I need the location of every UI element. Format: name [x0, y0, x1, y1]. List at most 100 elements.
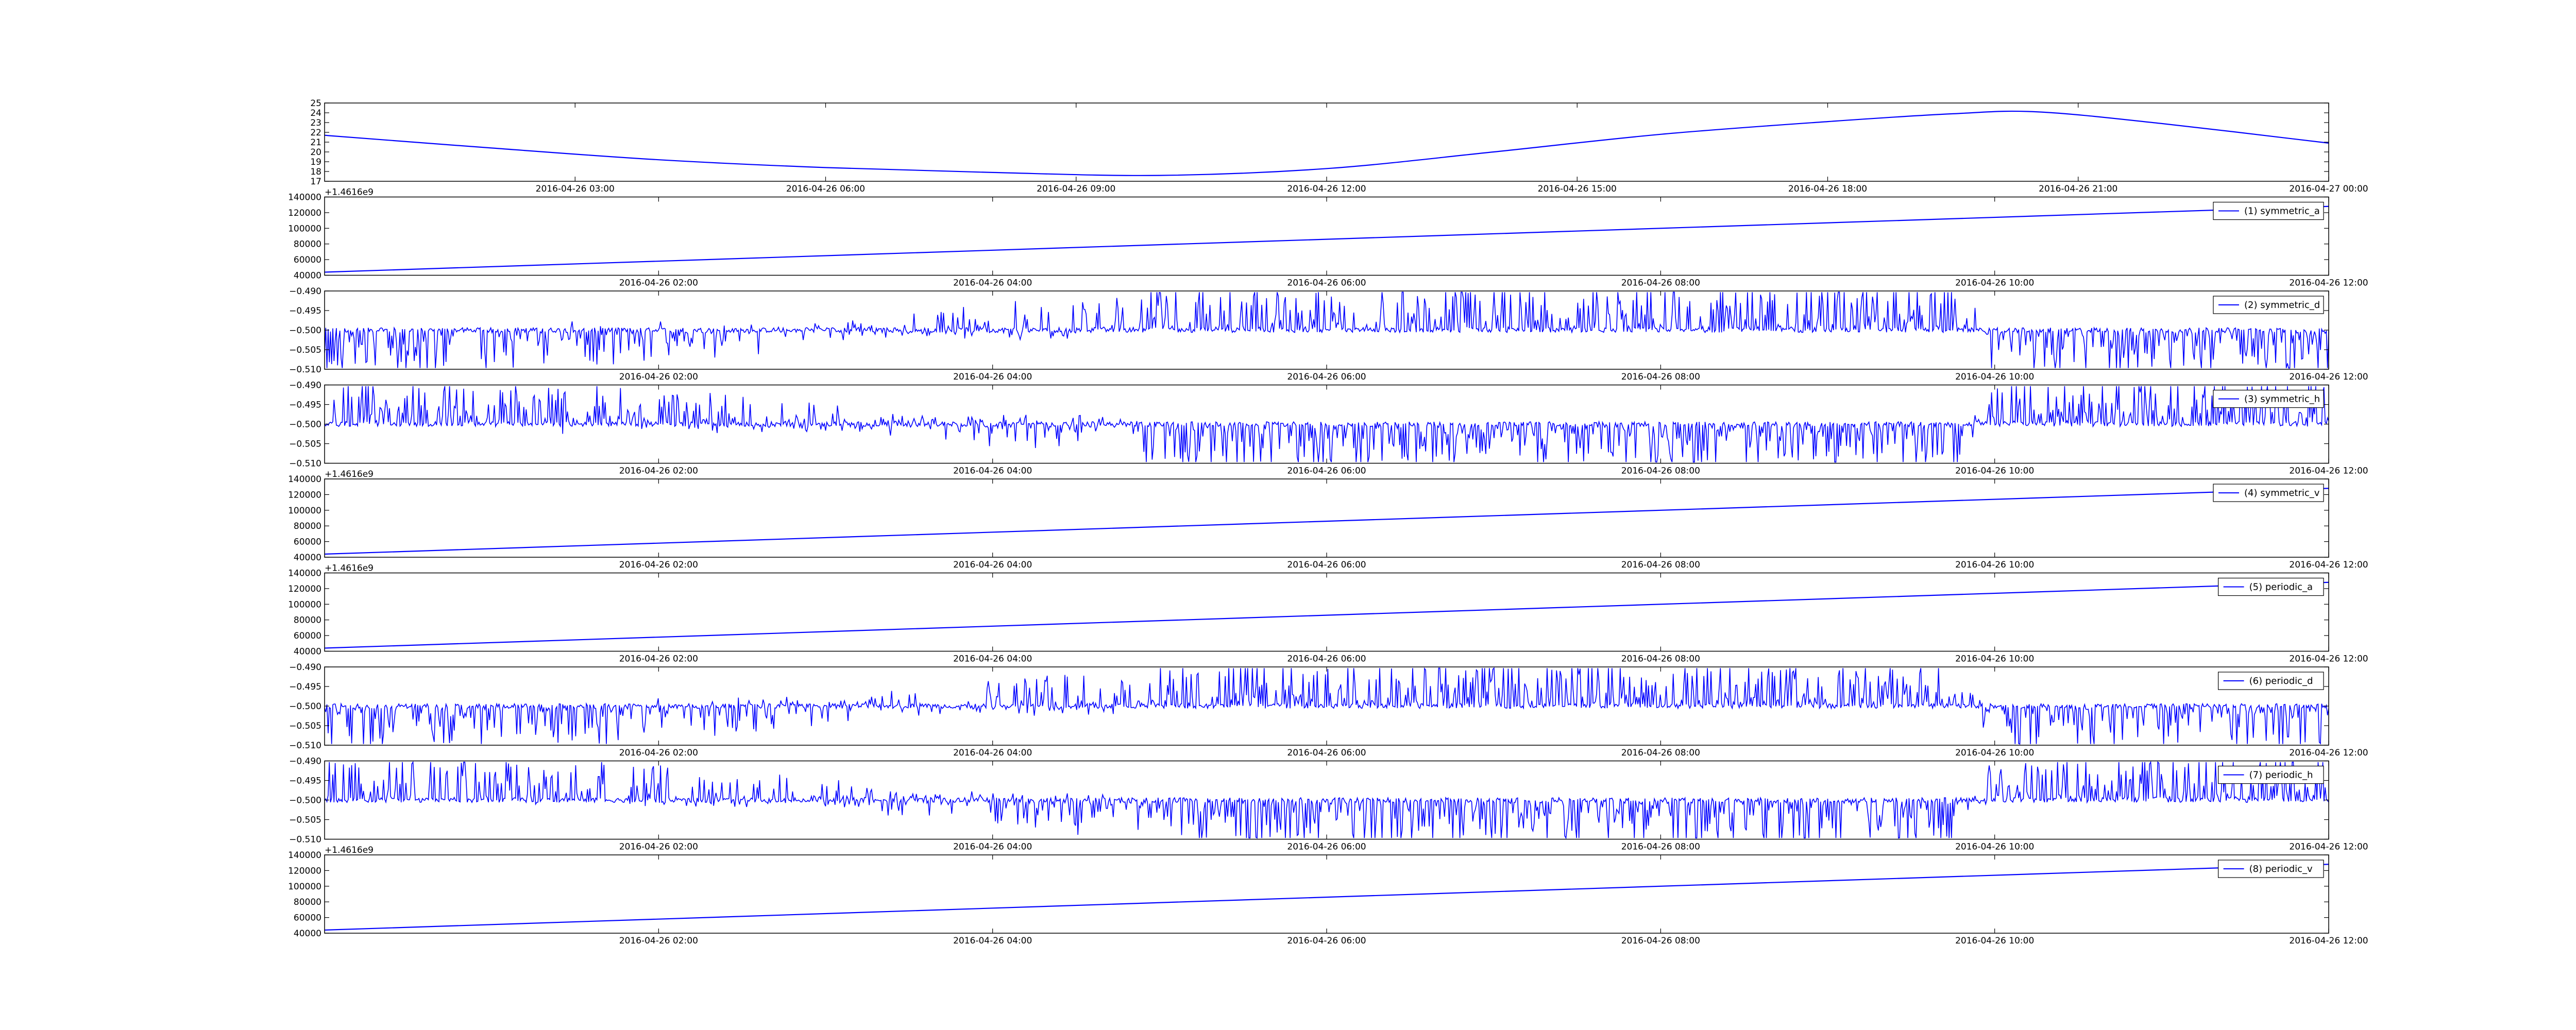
x-tick-label: 2016-04-26 08:00 — [1621, 842, 1700, 852]
x-tick-label: 2016-04-26 08:00 — [1621, 936, 1700, 946]
x-tick-label: 2016-04-26 06:00 — [786, 184, 865, 194]
subplot-9: 40000 60000 80000 100000 120000 140000 2016-04… — [288, 845, 2368, 946]
legend: (2) symmetric_d — [2213, 296, 2324, 314]
y-tick-label: 140000 — [288, 569, 321, 579]
y-tick-label: −0.500 — [289, 701, 321, 712]
axis-offset-label: +1.4616e9 — [325, 845, 374, 855]
x-tick-label: 2016-04-26 18:00 — [1788, 184, 1867, 194]
y-tick-label: 120000 — [288, 490, 321, 500]
y-tick-label: −0.490 — [289, 757, 321, 767]
y-tick-label: 100000 — [288, 506, 321, 516]
x-tick-label: 2016-04-26 02:00 — [619, 748, 698, 758]
x-tick-label: 2016-04-26 03:00 — [536, 184, 615, 194]
y-tick-label: 100000 — [288, 224, 321, 234]
series-line — [324, 581, 2329, 649]
x-tick-label: 2016-04-26 10:00 — [1955, 372, 2034, 382]
y-tick-label: −0.510 — [289, 459, 321, 469]
x-tick-label: 2016-04-26 06:00 — [1287, 842, 1366, 852]
subplot-2: 40000 60000 80000 100000 120000 140000 2016-04… — [288, 187, 2368, 288]
y-tick-label: 100000 — [288, 882, 321, 892]
x-tick-label: 2016-04-26 06:00 — [1287, 466, 1366, 476]
y-tick-label: −0.505 — [289, 815, 321, 826]
subplot-5: 40000 60000 80000 100000 120000 140000 2016-04… — [288, 469, 2368, 570]
legend: (8) periodic_v — [2218, 860, 2324, 878]
legend: (1) symmetric_a — [2213, 201, 2324, 220]
y-tick-label: 80000 — [294, 897, 321, 907]
y-tick-label: 17 — [310, 177, 321, 187]
legend-label: (5) periodic_a — [2249, 582, 2313, 593]
x-tick-label: 2016-04-26 02:00 — [619, 372, 698, 382]
legend: (6) periodic_d — [2218, 672, 2324, 690]
y-tick-label: 40000 — [294, 647, 321, 657]
legend-label: (2) symmetric_d — [2244, 300, 2320, 311]
y-tick-label: 120000 — [288, 584, 321, 594]
x-tick-label: 2016-04-26 06:00 — [1287, 654, 1366, 664]
legend: (5) periodic_a — [2218, 577, 2324, 596]
x-tick-label: 2016-04-26 12:00 — [2289, 654, 2368, 664]
series-line — [324, 667, 2329, 745]
y-tick-label: 40000 — [294, 553, 321, 563]
x-tick-label: 2016-04-26 15:00 — [1538, 184, 1617, 194]
x-tick-label: 2016-04-26 04:00 — [953, 842, 1032, 852]
y-tick-label: 120000 — [288, 208, 321, 218]
y-tick-label: −0.495 — [289, 776, 321, 786]
x-tick-label: 2016-04-26 06:00 — [1287, 748, 1366, 758]
x-tick-label: 2016-04-26 04:00 — [953, 560, 1032, 570]
x-tick-label: 2016-04-26 12:00 — [2289, 748, 2368, 758]
x-tick-label: 2016-04-26 02:00 — [619, 654, 698, 664]
x-tick-label: 2016-04-26 12:00 — [1287, 184, 1366, 194]
x-tick-label: 2016-04-26 04:00 — [953, 278, 1032, 288]
series-line — [324, 291, 2329, 369]
legend-label: (8) periodic_v — [2249, 864, 2313, 874]
y-tick-label: −0.490 — [289, 286, 321, 297]
x-tick-label: 2016-04-26 02:00 — [619, 278, 698, 288]
y-tick-label: 140000 — [288, 474, 321, 485]
axis-offset-label: +1.4616e9 — [325, 563, 374, 574]
x-tick-label: 2016-04-26 08:00 — [1621, 748, 1700, 758]
x-tick-label: 2016-04-26 02:00 — [619, 466, 698, 476]
x-tick-label: 2016-04-26 04:00 — [953, 748, 1032, 758]
axis-offset-label: +1.4616e9 — [325, 469, 374, 479]
y-tick-label: 21 — [310, 138, 321, 148]
x-tick-label: 2016-04-26 12:00 — [2289, 936, 2368, 946]
x-tick-label: 2016-04-26 10:00 — [1955, 466, 2034, 476]
x-tick-label: 2016-04-26 06:00 — [1287, 372, 1366, 382]
y-tick-label: −0.500 — [289, 420, 321, 430]
x-tick-label: 2016-04-26 12:00 — [2289, 560, 2368, 570]
subplot-3: −0.510 −0.505 −0.500 −0.495 −0.490 2016-04-26… — [289, 286, 2368, 382]
y-tick-label: −0.505 — [289, 439, 321, 450]
y-tick-label: −0.500 — [289, 796, 321, 806]
y-tick-label: −0.510 — [289, 835, 321, 845]
x-tick-label: 2016-04-26 10:00 — [1955, 748, 2034, 758]
x-tick-label: 2016-04-27 00:00 — [2289, 184, 2368, 194]
x-tick-label: 2016-04-26 10:00 — [1955, 278, 2034, 288]
y-tick-label: 80000 — [294, 239, 321, 250]
x-tick-label: 2016-04-26 02:00 — [619, 560, 698, 570]
x-tick-label: 2016-04-26 08:00 — [1621, 278, 1700, 288]
y-tick-label: 60000 — [294, 913, 321, 923]
x-tick-label: 2016-04-26 21:00 — [2039, 184, 2117, 194]
x-tick-label: 2016-04-26 12:00 — [2289, 278, 2368, 288]
y-tick-label: −0.495 — [289, 682, 321, 692]
y-tick-label: 60000 — [294, 631, 321, 641]
series-line — [324, 110, 2329, 176]
y-tick-label: 120000 — [288, 866, 321, 876]
x-tick-label: 2016-04-26 10:00 — [1955, 560, 2034, 570]
y-tick-label: 22 — [310, 128, 321, 138]
series-line — [324, 864, 2329, 931]
x-tick-label: 2016-04-26 10:00 — [1955, 936, 2034, 946]
legend-label: (7) periodic_h — [2249, 770, 2313, 781]
y-tick-label: 100000 — [288, 599, 321, 610]
legend-label: (1) symmetric_a — [2244, 206, 2320, 217]
y-tick-label: −0.505 — [289, 721, 321, 731]
x-tick-label: 2016-04-26 06:00 — [1287, 560, 1366, 570]
subplot-4: −0.510 −0.505 −0.500 −0.495 −0.490 2016-04-26… — [289, 381, 2368, 476]
x-tick-label: 2016-04-26 06:00 — [1287, 936, 1366, 946]
subplot-6: 40000 60000 80000 100000 120000 140000 2016-04… — [288, 563, 2368, 664]
y-tick-label: −0.495 — [289, 400, 321, 410]
legend-label: (4) symmetric_v — [2244, 488, 2320, 499]
y-tick-label: 60000 — [294, 537, 321, 547]
